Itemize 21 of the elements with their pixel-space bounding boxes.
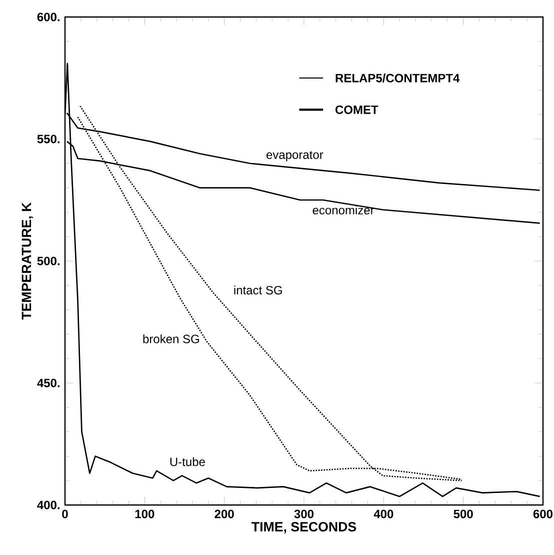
series-label: U-tube xyxy=(170,457,205,466)
y-tick-label: 600. xyxy=(37,12,60,22)
y-tick-label: 500. xyxy=(37,256,60,266)
series-label: intact SG xyxy=(234,286,282,294)
annotation: COMET xyxy=(335,105,378,114)
annotation: RELAP5/CONTEMPT4 xyxy=(336,74,460,82)
series-label: broken SG xyxy=(143,334,199,344)
y-tick-label: 550. xyxy=(37,134,60,144)
y-tick-label: 450. xyxy=(37,378,60,388)
series-label: economizer xyxy=(312,206,374,214)
y-axis-title: TEMPERATURE, K xyxy=(22,202,34,320)
x-tick-label: 600 xyxy=(533,510,553,518)
x-tick-label: 300 xyxy=(294,510,314,518)
x-tick-label: 0 xyxy=(62,510,68,518)
x-tick-label: 400 xyxy=(374,510,394,518)
x-axis-title: TIME, SECONDS xyxy=(252,522,356,534)
y-tick-label: 400. xyxy=(37,500,60,510)
x-tick-label: 100 xyxy=(135,510,154,518)
x-tick-label: 200 xyxy=(214,510,234,518)
x-tick-label: 500 xyxy=(454,510,473,518)
series-label: evaporator xyxy=(266,151,324,162)
